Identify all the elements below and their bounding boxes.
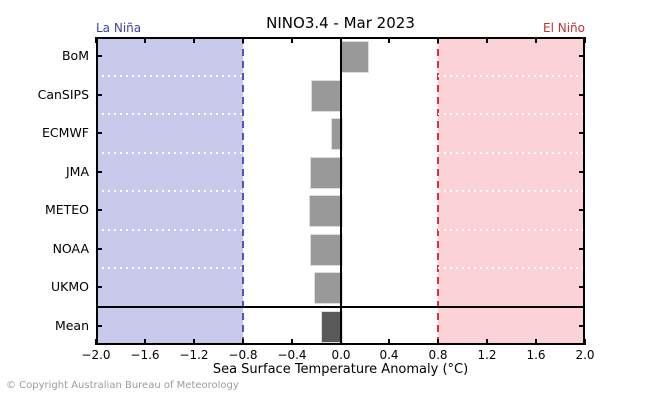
y-tick (579, 209, 585, 211)
bar-Mean (321, 311, 343, 343)
x-tick-label: 0.8 (428, 348, 448, 362)
x-tick-label: 2.0 (575, 348, 595, 362)
x-tick (584, 339, 586, 345)
y-category-label: UKMO (51, 279, 89, 294)
y-tick (579, 325, 585, 327)
x-tick-label: −0.8 (228, 348, 258, 362)
x-tick (340, 339, 342, 345)
y-tick (579, 55, 585, 57)
x-tick (535, 37, 537, 43)
y-tick (96, 171, 102, 173)
y-tick (579, 171, 585, 173)
y-category-label: CanSIPS (37, 87, 89, 102)
bar-UKMO (314, 272, 343, 304)
x-tick (340, 37, 342, 43)
y-tick (96, 55, 102, 57)
x-tick-label: −0.4 (277, 348, 307, 362)
x-tick (437, 37, 439, 43)
plot-area (95, 37, 586, 345)
y-tick (96, 209, 102, 211)
chart-title: NINO3.4 - Mar 2023 (266, 14, 415, 32)
x-tick-label: 1.6 (526, 348, 546, 362)
y-tick (96, 132, 102, 134)
x-tick-label: 0.0 (331, 348, 351, 362)
copyright-text: © Copyright Australian Bureau of Meteoro… (6, 380, 239, 391)
x-tick (193, 339, 195, 345)
x-tick-label: 0.4 (379, 348, 399, 362)
x-tick (193, 37, 195, 43)
x-tick-label: 1.2 (477, 348, 497, 362)
y-tick (96, 94, 102, 96)
y-category-label: METEO (44, 202, 89, 217)
y-category-label: Mean (54, 318, 89, 333)
x-tick-label: −2.0 (81, 348, 111, 362)
x-tick (535, 339, 537, 345)
x-tick-label: −1.6 (130, 348, 160, 362)
x-tick (584, 37, 586, 43)
bar-METEO (309, 195, 343, 227)
y-tick (96, 248, 102, 250)
x-tick (388, 339, 390, 345)
x-tick (486, 37, 488, 43)
bar-BoM (341, 41, 369, 73)
y-tick (579, 94, 585, 96)
y-category-label: ECMWF (42, 125, 89, 140)
y-category-label: NOAA (52, 241, 89, 256)
y-category-label: BoM (61, 48, 89, 63)
y-tick (579, 286, 585, 288)
x-tick (388, 37, 390, 43)
y-tick (96, 325, 102, 327)
x-tick (144, 339, 146, 345)
x-tick (486, 339, 488, 345)
x-tick (291, 37, 293, 43)
x-tick (95, 339, 97, 345)
x-tick (242, 339, 244, 345)
x-tick (144, 37, 146, 43)
x-tick-label: −1.2 (179, 348, 209, 362)
x-axis-label: Sea Surface Temperature Anomaly (°C) (212, 362, 469, 377)
zero-line (340, 37, 342, 345)
bar-CanSIPS (311, 80, 342, 112)
bar-JMA (310, 157, 343, 189)
x-tick (242, 37, 244, 43)
y-category-label: JMA (65, 164, 89, 179)
y-tick (96, 286, 102, 288)
x-tick (437, 339, 439, 345)
la-nina-label: La Niña (96, 21, 142, 35)
mean-separator-line (96, 306, 585, 308)
x-tick (291, 339, 293, 345)
el-nino-label: El Niño (543, 21, 585, 35)
y-tick (579, 248, 585, 250)
bar-NOAA (310, 234, 343, 266)
x-tick (95, 37, 97, 43)
y-tick (579, 132, 585, 134)
